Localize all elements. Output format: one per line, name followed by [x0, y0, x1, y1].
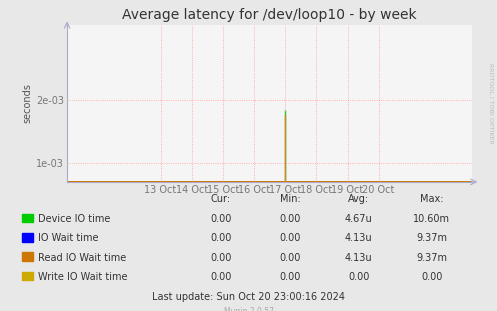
Text: 0.00: 0.00 — [279, 253, 301, 262]
Text: 0.00: 0.00 — [210, 253, 232, 262]
Text: Last update: Sun Oct 20 23:00:16 2024: Last update: Sun Oct 20 23:00:16 2024 — [152, 292, 345, 302]
Title: Average latency for /dev/loop10 - by week: Average latency for /dev/loop10 - by wee… — [122, 8, 417, 22]
Text: Munin 2.0.57: Munin 2.0.57 — [224, 307, 273, 311]
Text: 0.00: 0.00 — [210, 272, 232, 282]
Text: 9.37m: 9.37m — [416, 253, 447, 262]
Text: 0.00: 0.00 — [279, 214, 301, 224]
Text: Read IO Wait time: Read IO Wait time — [38, 253, 127, 262]
Text: 0.00: 0.00 — [348, 272, 369, 282]
Text: 4.13u: 4.13u — [345, 233, 373, 243]
Text: 9.37m: 9.37m — [416, 233, 447, 243]
Text: Max:: Max: — [420, 194, 443, 204]
Text: Avg:: Avg: — [348, 194, 369, 204]
Text: 0.00: 0.00 — [421, 272, 442, 282]
Text: 4.67u: 4.67u — [345, 214, 373, 224]
Text: 0.00: 0.00 — [210, 214, 232, 224]
Text: 0.00: 0.00 — [279, 272, 301, 282]
Y-axis label: seconds: seconds — [22, 83, 32, 123]
Text: 4.13u: 4.13u — [345, 253, 373, 262]
Text: Cur:: Cur: — [211, 194, 231, 204]
Text: 0.00: 0.00 — [210, 233, 232, 243]
Text: Device IO time: Device IO time — [38, 214, 111, 224]
Text: 10.60m: 10.60m — [413, 214, 450, 224]
Text: Min:: Min: — [279, 194, 300, 204]
Text: Write IO Wait time: Write IO Wait time — [38, 272, 128, 282]
Text: IO Wait time: IO Wait time — [38, 233, 99, 243]
Text: RRDTOOL / TOBI OETIKER: RRDTOOL / TOBI OETIKER — [488, 63, 493, 144]
Text: 0.00: 0.00 — [279, 233, 301, 243]
